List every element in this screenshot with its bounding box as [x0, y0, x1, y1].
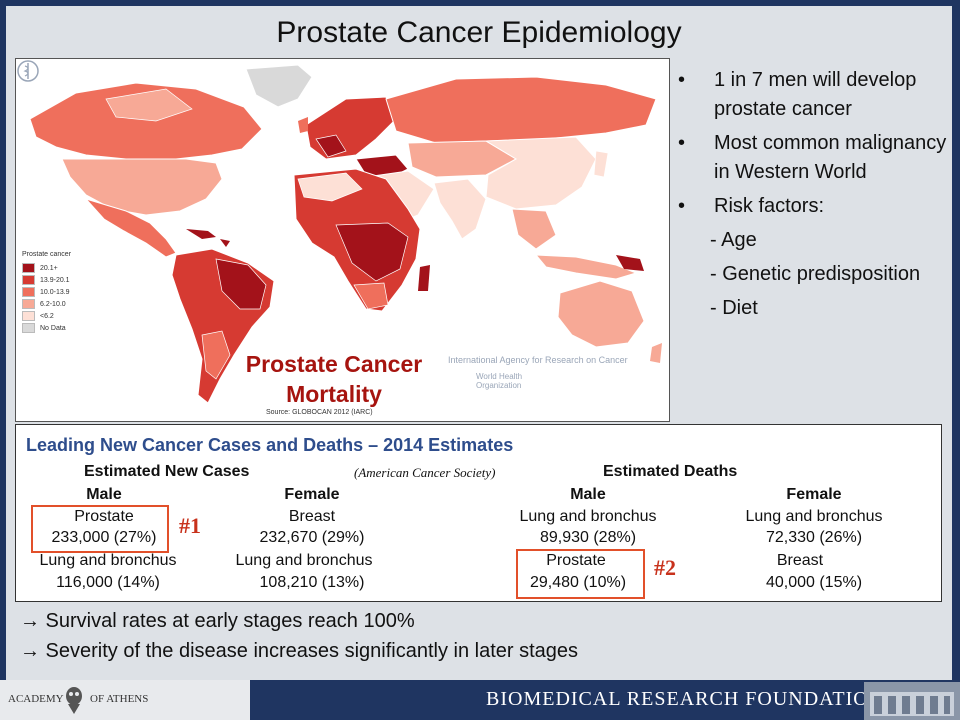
bullet-item: • Most common malignancy in Western World	[674, 129, 960, 187]
legend-label: 10.0-13.9	[40, 288, 70, 296]
col-header-new-female: Female	[284, 486, 340, 503]
bullet-text: Most common malignancy in Western World	[714, 132, 947, 183]
acs-source-note: (American Cancer Society)	[354, 465, 496, 480]
map-legend: Prostate cancer 20.1+ 13.9-20.1 10.0-13.…	[22, 251, 71, 334]
bullet-text: Risk factors:	[714, 195, 825, 217]
table-cell: Lung and bronchus	[235, 552, 373, 569]
slide: Prostate Cancer Epidemiology	[6, 6, 952, 680]
sub-bullet: - Diet	[710, 297, 758, 319]
table-cell: Breast	[288, 508, 336, 525]
legend-item: <6.2	[22, 310, 71, 322]
table-cell: 40,000 (15%)	[765, 574, 863, 591]
athena-emblem-icon	[66, 687, 82, 714]
overlay-line-2: Mortality	[286, 381, 382, 407]
legend-swatch	[22, 299, 35, 309]
who-line-2: Organization	[476, 381, 522, 390]
legend-label: 13.9-20.1	[40, 276, 70, 284]
footer-bar: ACADEMY OF ATHENS BIOMEDICAL RESEARCH FO…	[0, 680, 960, 720]
legend-label: 20.1+	[40, 264, 58, 272]
rank-label-2: #2	[654, 555, 676, 580]
who-logo-icon	[17, 60, 39, 82]
table-cell: 116,000 (14%)	[56, 574, 160, 591]
note-line: → Survival rates at early stages reach 1…	[20, 610, 415, 632]
deaths-header: Estimated Deaths	[603, 463, 738, 480]
legend-item: No Data	[22, 322, 71, 334]
legend-swatch	[22, 275, 35, 285]
legend-swatch	[22, 311, 35, 321]
bullet-item: • 1 in 7 men will develop prostate cancer	[674, 66, 960, 124]
table-cell: Prostate	[546, 552, 606, 569]
legend-swatch	[22, 287, 35, 297]
who-label: World Health Organization	[476, 372, 522, 390]
rank-label-1: #1	[179, 513, 201, 538]
new-cases-header: Estimated New Cases	[84, 463, 250, 480]
sub-bullet: - Age	[710, 229, 757, 251]
cancer-estimates-table: Leading New Cancer Cases and Deaths – 20…	[15, 424, 942, 602]
legend-swatch	[22, 263, 35, 273]
table-cell: Lung and bronchus	[745, 508, 883, 525]
slide-title: Prostate Cancer Epidemiology	[276, 16, 682, 49]
note-line: → Severity of the disease increases sign…	[20, 640, 579, 662]
col-header-death-female: Female	[786, 486, 842, 503]
bullet-list: • 1 in 7 men will develop prostate cancer…	[674, 66, 960, 328]
overlay-line-1: Prostate Cancer	[245, 351, 423, 377]
table-cell: 232,670 (29%)	[259, 529, 365, 546]
table-cell: 108,210 (13%)	[259, 574, 365, 591]
legend-item: 20.1+	[22, 262, 71, 274]
table-cell: Lung and bronchus	[39, 552, 177, 569]
table-title: Leading New Cancer Cases and Deaths – 20…	[26, 435, 514, 455]
table-cell: 233,000 (27%)	[51, 529, 157, 546]
iarc-label: International Agency for Research on Can…	[448, 355, 628, 365]
legend-item: 6.2-10.0	[22, 298, 71, 310]
bullet-marker: •	[678, 132, 686, 154]
highlight-box-prostate-cases	[31, 505, 169, 553]
legend-label: No Data	[40, 324, 66, 332]
highlight-box-prostate-deaths	[516, 549, 645, 599]
bullet-text: 1 in 7 men will develop prostate cancer	[714, 69, 917, 120]
col-header-new-male: Male	[86, 486, 122, 503]
legend-item: 13.9-20.1	[22, 274, 71, 286]
world-map-panel: Prostate cancer 20.1+ 13.9-20.1 10.0-13.…	[15, 58, 670, 422]
who-line-1: World Health	[476, 372, 523, 381]
legend-label: <6.2	[40, 312, 54, 320]
table-cell: 89,930 (28%)	[539, 529, 637, 546]
academy-logo-area: ACADEMY OF ATHENS	[0, 680, 250, 720]
legend-item: 10.0-13.9	[22, 286, 71, 298]
legend-label: 6.2-10.0	[40, 300, 66, 308]
bullet-marker: •	[678, 195, 686, 217]
sub-bullet: - Genetic predisposition	[710, 263, 921, 285]
legend-swatch	[22, 323, 35, 333]
col-header-death-male: Male	[570, 486, 606, 503]
table-cell: Prostate	[74, 508, 134, 525]
table-cell: Lung and bronchus	[519, 508, 657, 525]
academy-label-right: OF ATHENS	[90, 693, 149, 705]
world-map-illustration	[29, 64, 662, 404]
table-cell: Breast	[776, 552, 824, 569]
table-cell: 29,480 (10%)	[529, 574, 627, 591]
foundation-name: BIOMEDICAL RESEARCH FOUNDATION	[486, 688, 885, 710]
legend-title: Prostate cancer	[22, 251, 72, 258]
map-source: Source: GLOBOCAN 2012 (IARC)	[266, 409, 373, 416]
summary-notes: → Survival rates at early stages reach 1…	[20, 606, 578, 666]
bullet-item: • Risk factors:	[674, 192, 960, 221]
map-overlay-title: Prostate Cancer Mortality	[224, 349, 444, 409]
building-photo-icon	[864, 682, 960, 720]
academy-label-left: ACADEMY	[8, 693, 64, 705]
bullet-marker: •	[678, 69, 686, 91]
table-cell: 72,330 (26%)	[765, 529, 863, 546]
